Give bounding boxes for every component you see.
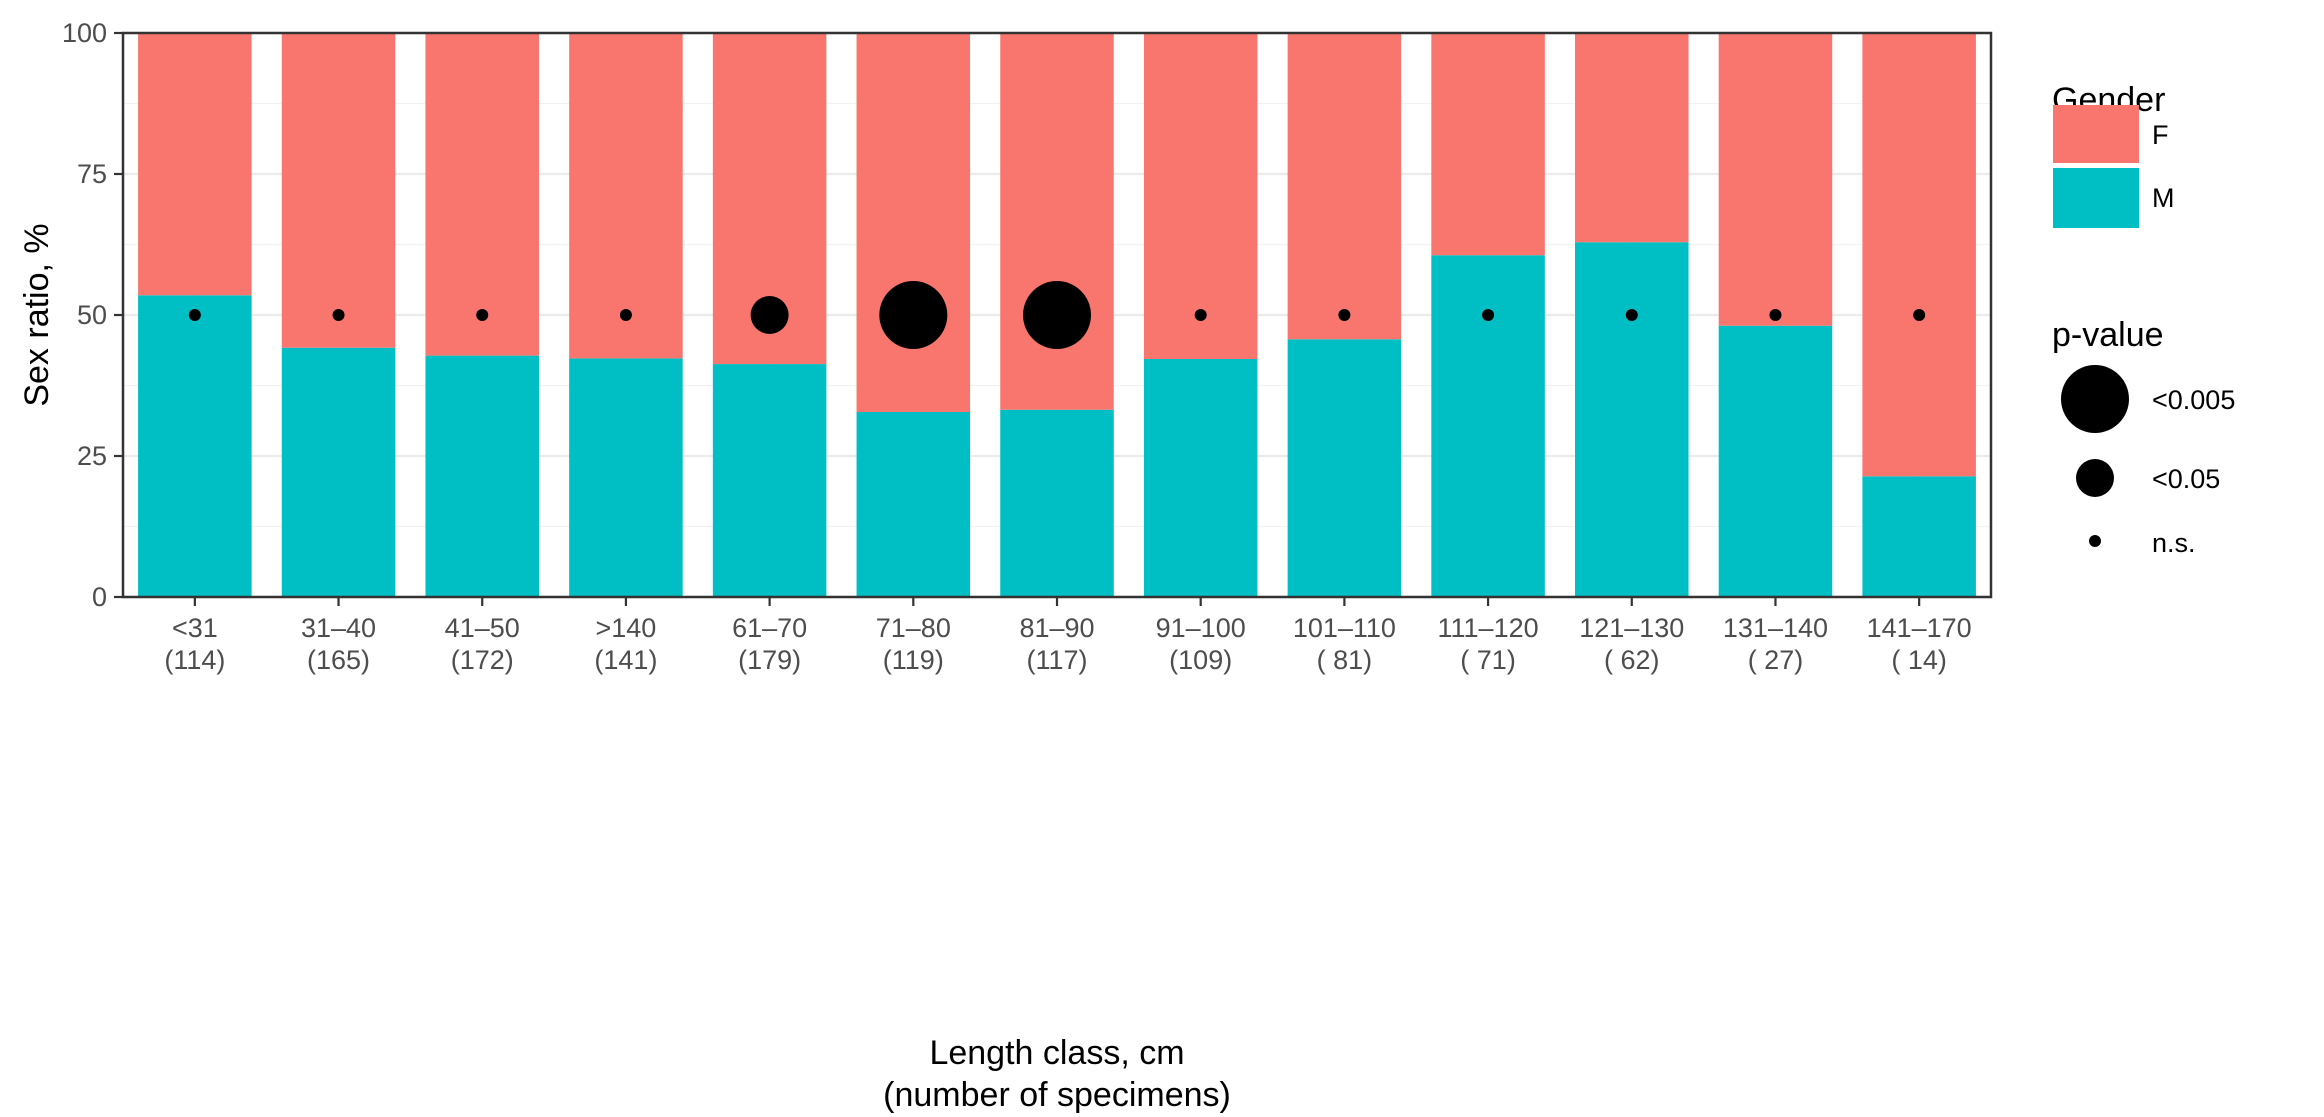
- y-axis-title: Sex ratio, %: [18, 223, 56, 406]
- bar-f-2: [425, 33, 539, 356]
- bar-m-2: [425, 355, 539, 597]
- p-value-point-2: [476, 309, 489, 321]
- legend-label-m: M: [2152, 183, 2175, 213]
- bar-m-6: [1000, 409, 1114, 597]
- x-tick-label-12: 141–170: [1867, 613, 1972, 643]
- x-tick-label-11: 131–140: [1723, 613, 1828, 643]
- x-tick-label-10: 121–130: [1579, 613, 1684, 643]
- x-count-label-2: (172): [451, 645, 514, 675]
- x-count-label-6: (117): [1026, 645, 1087, 675]
- bar-f-8: [1287, 33, 1402, 340]
- x-tick-label-5: 71–80: [876, 613, 951, 643]
- bar-f-0: [138, 33, 252, 296]
- legend-pvalue-large-point: [2061, 365, 2129, 433]
- p-value-point-7: [1194, 309, 1207, 321]
- y-axis: 0 25 50 75 100: [62, 18, 123, 612]
- legend-pvalue-label-005: <0.005: [2152, 385, 2235, 415]
- x-count-label-10: ( 62): [1604, 645, 1660, 675]
- y-tick-label-1: 25: [77, 441, 107, 471]
- bar-f-10: [1575, 33, 1689, 243]
- p-value-points: [188, 281, 1926, 349]
- legend-label-f: F: [2152, 120, 2169, 150]
- x-count-label-9: ( 71): [1460, 645, 1516, 675]
- bar-f-5: [856, 33, 971, 413]
- p-value-point-6: [1023, 281, 1091, 349]
- x-tick-label-1: 31–40: [301, 613, 376, 643]
- x-count-label-0: (114): [164, 645, 225, 675]
- x-tick-label-0: <31: [172, 613, 218, 643]
- y-tick-label-0: 0: [92, 582, 107, 612]
- bar-f-6: [1000, 33, 1114, 410]
- bar-m-9: [1431, 255, 1545, 597]
- p-value-point-0: [188, 309, 201, 321]
- bar-m-4: [712, 364, 827, 597]
- legend-pvalue-small-point: [2089, 535, 2101, 547]
- bar-f-12: [1862, 33, 1976, 477]
- bar-m-12: [1862, 476, 1976, 597]
- y-tick-label-3: 75: [77, 159, 107, 189]
- bar-f-9: [1431, 33, 1545, 256]
- bar-m-7: [1143, 358, 1258, 597]
- x-tick-label-7: 91–100: [1156, 613, 1246, 643]
- x-axis: <31(114) 31–40(165) 41–50(172) >140(141) 61–…: [164, 597, 1972, 675]
- x-count-label-4: (179): [738, 645, 801, 675]
- y-tick-label-2: 50: [77, 300, 107, 330]
- bar-m-10: [1575, 242, 1689, 597]
- bar-f-7: [1143, 33, 1258, 359]
- x-axis-title-line1: Length class, cm: [929, 1034, 1184, 1072]
- p-value-point-4: [750, 296, 789, 334]
- y-tick-label-4: 100: [62, 18, 107, 48]
- bars: [138, 33, 1976, 597]
- bar-m-11: [1718, 325, 1833, 597]
- p-value-point-12: [1913, 309, 1926, 321]
- bar-f-3: [569, 33, 683, 359]
- bar-m-3: [569, 358, 683, 597]
- legend-swatch-f: [2053, 105, 2139, 163]
- legend-gender: Gender F M: [2052, 81, 2175, 228]
- bar-m-5: [856, 412, 971, 597]
- x-count-label-7: (109): [1169, 645, 1232, 675]
- x-tick-label-9: 111–120: [1438, 613, 1539, 643]
- p-value-point-8: [1338, 309, 1351, 321]
- x-tick-label-6: 81–90: [1019, 613, 1094, 643]
- p-value-point-9: [1482, 309, 1495, 321]
- x-count-label-12: ( 14): [1891, 645, 1947, 675]
- x-axis-title-line2: (number of specimens): [883, 1076, 1231, 1114]
- bar-f-1: [281, 33, 396, 348]
- x-count-label-8: ( 81): [1317, 645, 1373, 675]
- bar-f-11: [1718, 33, 1833, 326]
- x-tick-label-8: 101–110: [1293, 613, 1396, 643]
- bar-m-1: [281, 347, 396, 597]
- legend-pvalue-title: p-value: [2052, 316, 2164, 354]
- x-count-label-1: (165): [307, 645, 370, 675]
- p-value-point-5: [879, 281, 948, 349]
- x-tick-label-4: 61–70: [732, 613, 807, 643]
- p-value-point-11: [1769, 309, 1782, 321]
- x-count-label-11: ( 27): [1748, 645, 1804, 675]
- legend-pvalue: p-value <0.005 <0.05 n.s.: [2052, 316, 2235, 558]
- bar-m-0: [138, 295, 252, 597]
- x-tick-label-3: >140: [596, 613, 657, 643]
- p-value-point-10: [1625, 309, 1638, 321]
- x-count-label-5: (119): [883, 645, 944, 675]
- x-count-label-3: (141): [594, 645, 657, 675]
- legend-pvalue-label-05: <0.05: [2152, 464, 2220, 494]
- x-tick-label-2: 41–50: [445, 613, 520, 643]
- legend-pvalue-medium-point: [2076, 459, 2114, 497]
- legend-swatch-m: [2053, 168, 2139, 228]
- p-value-point-1: [332, 309, 345, 321]
- p-value-point-3: [619, 309, 632, 321]
- bar-m-8: [1287, 339, 1402, 597]
- legend-pvalue-label-ns: n.s.: [2152, 528, 2196, 558]
